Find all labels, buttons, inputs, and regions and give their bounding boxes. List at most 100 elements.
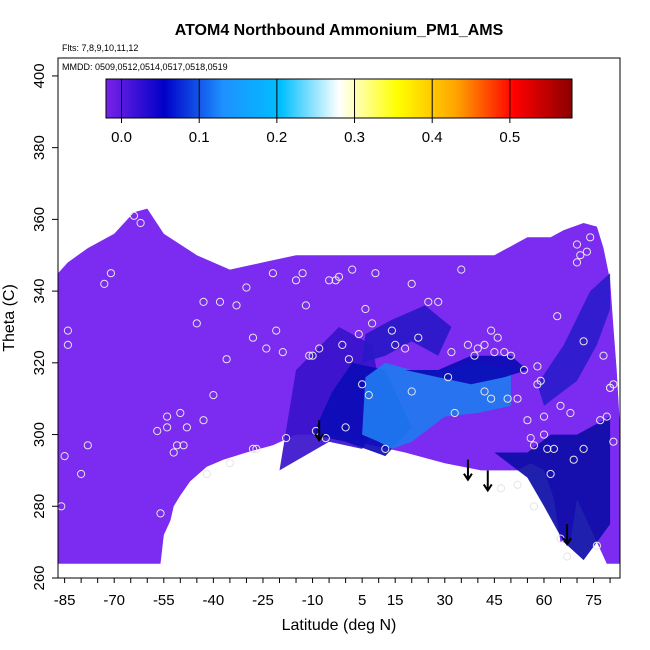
x-tick-label: -70 — [103, 592, 125, 609]
y-tick-label: 300 — [31, 422, 48, 447]
observation-point — [579, 444, 588, 453]
observation-point — [444, 373, 453, 382]
dates-note: MMDD: 0509,0512,0514,0517,0518,0519 — [62, 62, 228, 72]
observation-point — [63, 326, 73, 335]
observation-point — [480, 387, 489, 396]
observation-point — [182, 423, 191, 432]
observation-point — [520, 365, 529, 375]
observation-point — [83, 441, 92, 450]
observation-point — [371, 269, 380, 278]
observation-point — [496, 484, 506, 493]
observation-point — [268, 269, 277, 278]
x-tick-label: -85 — [54, 592, 76, 609]
observation-point — [163, 423, 172, 432]
observation-point — [63, 340, 73, 349]
observation-point — [447, 348, 456, 357]
observation-point — [381, 444, 390, 453]
observation-point — [252, 444, 261, 453]
observation-point — [424, 297, 433, 306]
observation-point — [473, 344, 482, 353]
colorbar-tick-label: 0.2 — [266, 129, 287, 146]
observation-point — [278, 348, 287, 357]
colorbar-tick-label: 0.0 — [111, 129, 132, 146]
y-axis-label: Theta (C) — [1, 284, 18, 352]
observation-point — [487, 394, 496, 403]
observation-point — [209, 391, 218, 400]
observation-point — [526, 434, 535, 443]
observation-point — [457, 265, 466, 274]
arrow-head — [482, 483, 493, 493]
observation-point — [609, 437, 618, 446]
observation-point — [153, 426, 162, 436]
observation-point — [566, 408, 575, 418]
observation-point — [129, 211, 139, 220]
field-region-3 — [405, 355, 528, 385]
observation-point — [407, 279, 416, 288]
observation-point — [344, 355, 353, 364]
observation-point — [199, 297, 208, 306]
x-tick-label: 45 — [486, 592, 503, 609]
observation-point — [242, 283, 251, 292]
observation-point — [579, 337, 588, 346]
x-tick-label: 15 — [387, 592, 404, 609]
observation-point — [434, 297, 443, 306]
observation-point — [543, 444, 552, 453]
observation-point — [334, 272, 344, 281]
observation-point — [338, 340, 347, 349]
observation-point — [503, 394, 512, 403]
arrow-head — [463, 473, 473, 482]
observation-point — [480, 340, 489, 349]
observation-point — [576, 251, 585, 260]
observation-point — [470, 351, 479, 360]
field-region-2 — [362, 362, 511, 449]
observation-point — [163, 412, 172, 421]
observation-point — [202, 469, 211, 479]
arrow-head — [562, 537, 572, 547]
observation-layer — [57, 211, 618, 561]
colorbar-tick-label: 0.3 — [344, 129, 365, 146]
observation-point — [291, 276, 301, 285]
observation-point — [364, 391, 373, 400]
observation-point — [563, 552, 572, 561]
observation-point — [176, 408, 185, 418]
observation-point — [348, 265, 357, 274]
observation-point — [414, 333, 423, 342]
arrow-head — [314, 433, 324, 443]
observation-point — [172, 441, 182, 450]
observation-point — [506, 351, 515, 360]
observation-point — [341, 423, 350, 432]
x-tick-label: 5 — [358, 592, 366, 609]
observation-point — [523, 416, 532, 425]
observation-point — [529, 441, 539, 450]
observation-point — [582, 247, 592, 256]
observation-point — [529, 502, 539, 511]
observation-point — [533, 362, 542, 371]
arrow-layer — [314, 420, 572, 547]
observation-point — [536, 376, 545, 385]
flights-note: Flts: 7,8,9,10,11,12 — [62, 43, 138, 53]
observation-point — [592, 541, 602, 550]
chart-title: ATOM4 Northbound Ammonium_PM1_AMS — [175, 22, 504, 39]
observation-point — [487, 326, 496, 335]
observation-point — [179, 441, 188, 450]
x-tick-label: -25 — [252, 592, 274, 609]
observation-point — [315, 344, 324, 353]
observation-point — [602, 412, 611, 421]
observation-point — [248, 444, 258, 453]
y-tick-label: 280 — [31, 494, 48, 519]
x-axis: -85 -70 -55 -40 -25 -10 5 15 30 45 60 75 — [54, 578, 611, 609]
observation-point — [77, 469, 86, 479]
observation-point — [248, 333, 258, 342]
field-region-6 — [537, 273, 611, 406]
y-tick-label: 260 — [31, 565, 48, 590]
colorbar-tick-label: 0.1 — [189, 129, 210, 146]
colorbar-tick-label: 0.4 — [422, 129, 443, 146]
x-tick-label: -55 — [153, 592, 175, 609]
observation-point — [215, 297, 225, 306]
observation-point — [556, 401, 565, 410]
observation-point — [225, 459, 234, 468]
field-region-5 — [494, 416, 611, 561]
y-tick-label: 340 — [31, 279, 48, 304]
observation-point — [272, 326, 281, 335]
